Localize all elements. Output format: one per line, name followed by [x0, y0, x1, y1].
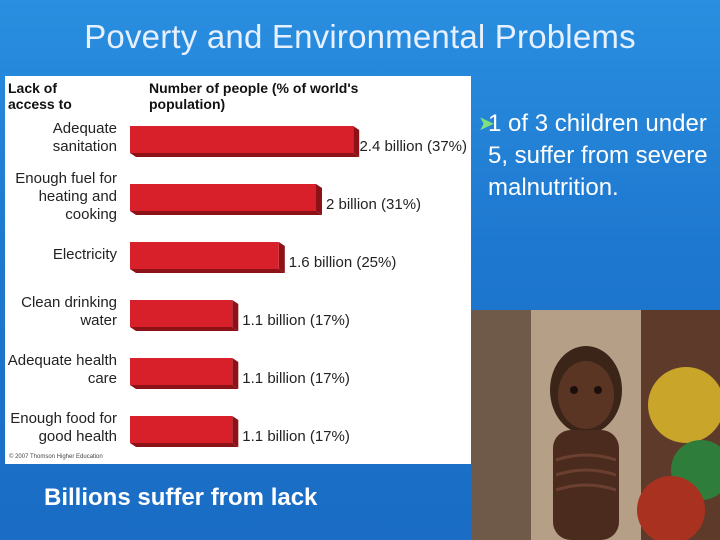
category-label: Adequate health care [7, 351, 117, 387]
category-label: Clean drinking water [21, 293, 117, 329]
arrow-bullet-icon: ➤ [478, 113, 495, 135]
data-label: 1.1 billion (17%) [242, 428, 350, 445]
bar-end [232, 416, 239, 447]
child-photo-illustration [471, 310, 720, 540]
bullet-point: ➤ 1 of 3 children under 5, suffer from s… [478, 108, 708, 204]
data-label: 1.1 billion (17%) [242, 370, 350, 387]
bar-end [232, 300, 239, 331]
slide-caption: Billions suffer from lack [44, 484, 318, 511]
category-label: Adequate sanitation [52, 119, 117, 155]
bar [130, 242, 279, 269]
bar-shadow [130, 443, 239, 447]
category-header: Lack of access to [8, 80, 72, 112]
data-label: 2 billion (31%) [326, 196, 421, 213]
bar-shadow [130, 327, 239, 331]
bullet-text: 1 of 3 children under 5, suffer from sev… [488, 110, 708, 201]
bar [130, 126, 354, 153]
bar-shadow [130, 153, 360, 157]
category-label: Electricity [52, 245, 117, 263]
child-photo [471, 310, 720, 540]
slide-title: Poverty and Environmental Problems [84, 18, 636, 55]
data-label: 1.6 billion (25%) [289, 254, 397, 271]
bar-shadow [130, 211, 322, 215]
bar-end [316, 184, 322, 215]
chart-panel: Lack of access to Number of people (% of… [5, 76, 471, 464]
bar [130, 184, 316, 211]
bar [130, 300, 233, 327]
bar-end [232, 358, 239, 389]
value-header: Number of people (% of world's populatio… [149, 80, 359, 112]
bar-shadow [130, 269, 285, 273]
bar-end [278, 242, 285, 273]
copyright-text: © 2007 Thomson Higher Education [9, 454, 103, 460]
bar [130, 358, 233, 385]
data-label: 1.1 billion (17%) [242, 312, 350, 329]
category-label: Enough fuel for heating and cooking [15, 169, 117, 223]
data-label: 2.4 billion (37%) [359, 138, 467, 155]
bar-end [353, 126, 360, 157]
bar-chart: 2.4 billion (37%) 2 billion (31%) 1.6 bill… [130, 126, 467, 447]
category-label: Enough food for good health [10, 409, 117, 445]
bar-shadow [130, 385, 239, 389]
bar [130, 416, 233, 443]
